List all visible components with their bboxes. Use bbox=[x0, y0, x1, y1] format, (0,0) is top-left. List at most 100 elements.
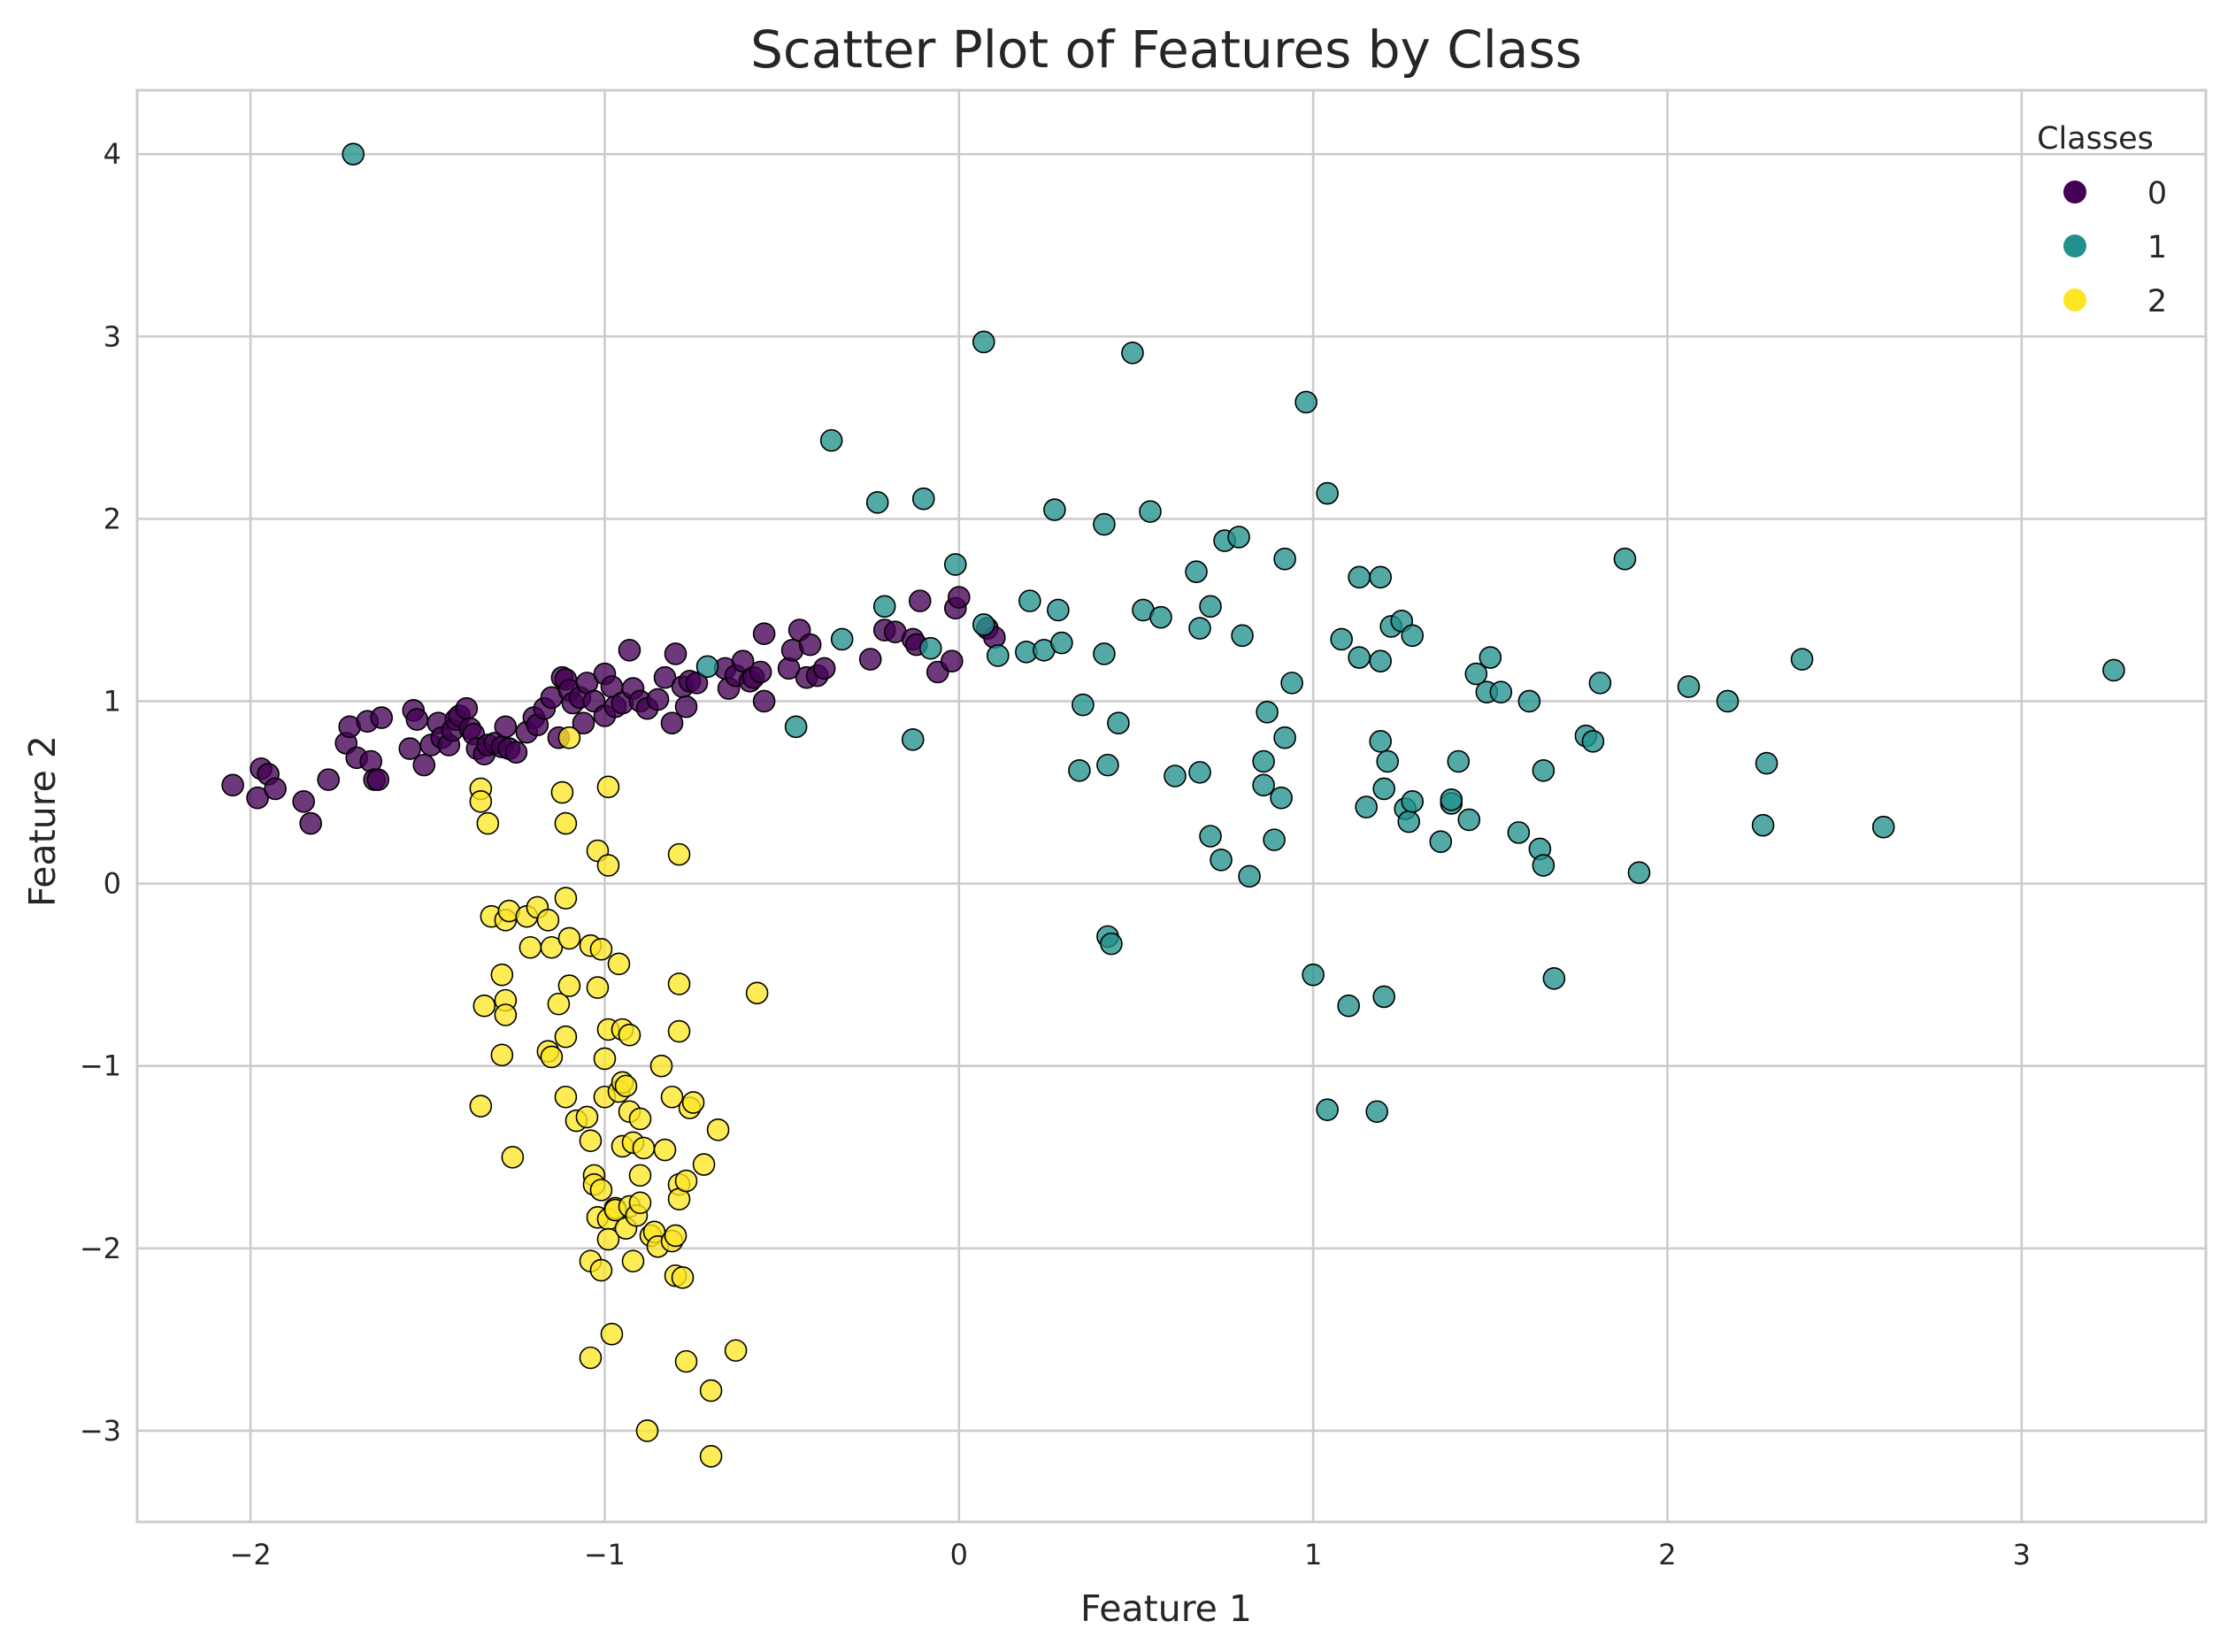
data-point-class-0 bbox=[405, 708, 429, 731]
plot-frame bbox=[135, 88, 2208, 1524]
data-point-class-1 bbox=[1072, 693, 1095, 717]
data-point-class-2 bbox=[490, 963, 514, 987]
data-point-class-1 bbox=[1447, 749, 1471, 773]
data-point-class-2 bbox=[589, 1258, 613, 1282]
y-axis-label: Feature 2 bbox=[21, 735, 64, 907]
data-point-class-2 bbox=[550, 780, 574, 804]
data-point-class-1 bbox=[695, 655, 719, 679]
x-tick-label: −1 bbox=[584, 1538, 626, 1571]
data-point-class-1 bbox=[1489, 680, 1513, 703]
data-point-class-2 bbox=[519, 935, 542, 959]
data-point-class-1 bbox=[1018, 589, 1041, 612]
data-point-class-1 bbox=[987, 644, 1010, 667]
data-point-class-1 bbox=[1100, 932, 1123, 956]
data-point-class-1 bbox=[1429, 830, 1453, 853]
data-point-class-2 bbox=[579, 1346, 603, 1370]
data-point-class-1 bbox=[1316, 1098, 1339, 1121]
data-point-class-1 bbox=[1149, 605, 1172, 629]
data-point-class-1 bbox=[1199, 825, 1222, 848]
data-point-class-1 bbox=[1369, 730, 1393, 753]
x-tick-label: 0 bbox=[950, 1538, 968, 1571]
data-point-class-1 bbox=[1365, 1100, 1388, 1124]
data-point-class-1 bbox=[1464, 662, 1488, 686]
data-point-class-1 bbox=[1457, 808, 1481, 832]
data-point-class-2 bbox=[469, 790, 493, 813]
data-point-class-1 bbox=[830, 627, 854, 651]
data-point-class-0 bbox=[674, 695, 698, 718]
data-point-class-1 bbox=[1252, 773, 1275, 797]
data-point-class-2 bbox=[596, 854, 620, 877]
grid bbox=[137, 90, 2206, 1522]
data-point-class-1 bbox=[1316, 481, 1339, 505]
data-point-class-1 bbox=[1627, 861, 1651, 885]
y-tick-label: −2 bbox=[80, 1232, 121, 1265]
data-point-class-1 bbox=[1302, 963, 1325, 987]
data-point-class-2 bbox=[589, 938, 613, 961]
data-point-class-1 bbox=[1397, 810, 1421, 834]
data-point-class-1 bbox=[1093, 642, 1116, 665]
data-point-class-2 bbox=[554, 1025, 578, 1049]
data-point-class-1 bbox=[1372, 985, 1396, 1009]
data-point-class-0 bbox=[646, 688, 670, 711]
legend-label-class-0: 0 bbox=[2147, 176, 2167, 211]
data-point-class-0 bbox=[370, 706, 394, 729]
data-point-class-1 bbox=[872, 595, 896, 619]
data-point-class-1 bbox=[1050, 631, 1073, 655]
data-point-class-2 bbox=[706, 1118, 730, 1141]
data-point-class-2 bbox=[745, 981, 769, 1005]
data-point-class-2 bbox=[557, 726, 581, 749]
data-point-class-0 bbox=[366, 768, 390, 791]
data-point-class-1 bbox=[1270, 786, 1293, 810]
data-point-class-1 bbox=[972, 330, 995, 354]
data-point-class-1 bbox=[1238, 864, 1261, 888]
data-point-class-0 bbox=[858, 648, 882, 671]
data-point-class-2 bbox=[593, 1047, 617, 1071]
data-point-class-2 bbox=[621, 1249, 645, 1273]
data-point-class-0 bbox=[660, 711, 684, 735]
data-point-class-2 bbox=[494, 1003, 518, 1026]
data-point-class-1 bbox=[865, 491, 889, 514]
y-tick-label: −3 bbox=[80, 1414, 121, 1448]
data-point-class-1 bbox=[1532, 759, 1556, 782]
data-point-class-0 bbox=[264, 777, 287, 801]
data-point-class-0 bbox=[246, 786, 269, 810]
data-point-class-2 bbox=[653, 1138, 677, 1162]
data-point-class-0 bbox=[653, 665, 677, 689]
data-point-class-1 bbox=[784, 715, 808, 739]
data-point-class-0 bbox=[412, 753, 436, 777]
data-point-class-0 bbox=[947, 586, 971, 609]
data-point-class-2 bbox=[557, 974, 581, 997]
data-point-class-1 bbox=[1273, 726, 1296, 749]
data-point-class-0 bbox=[908, 589, 932, 612]
data-point-class-2 bbox=[664, 1224, 688, 1248]
legend-marker-class-1 bbox=[2063, 234, 2086, 257]
data-point-class-2 bbox=[660, 1085, 684, 1109]
x-tick-label: −2 bbox=[230, 1538, 272, 1571]
data-point-class-1 bbox=[1330, 627, 1353, 651]
data-point-class-2 bbox=[554, 887, 578, 910]
data-point-class-2 bbox=[554, 811, 578, 835]
data-point-class-1 bbox=[1337, 994, 1360, 1018]
data-point-class-1 bbox=[1164, 765, 1187, 788]
data-point-class-1 bbox=[1369, 565, 1393, 589]
data-point-class-1 bbox=[1348, 646, 1371, 669]
data-point-class-1 bbox=[1401, 790, 1425, 813]
legend-label-class-1: 1 bbox=[2147, 230, 2167, 265]
data-point-class-2 bbox=[596, 775, 620, 799]
data-point-class-1 bbox=[1677, 675, 1701, 698]
data-point-class-1 bbox=[1096, 753, 1119, 777]
data-point-class-0 bbox=[749, 660, 772, 684]
x-tick-label: 2 bbox=[1658, 1538, 1676, 1571]
data-point-class-1 bbox=[1716, 689, 1740, 713]
legend-marker-class-2 bbox=[2063, 288, 2086, 311]
data-point-class-1 bbox=[2102, 658, 2125, 682]
data-point-class-1 bbox=[1263, 828, 1286, 851]
data-point-class-2 bbox=[579, 1129, 603, 1153]
data-point-class-2 bbox=[586, 976, 610, 999]
data-point-class-1 bbox=[1369, 649, 1393, 672]
data-point-class-1 bbox=[943, 553, 967, 576]
data-point-class-1 bbox=[1227, 526, 1250, 549]
data-point-class-0 bbox=[812, 657, 836, 680]
data-point-class-2 bbox=[476, 811, 500, 835]
data-point-class-2 bbox=[540, 1045, 564, 1069]
